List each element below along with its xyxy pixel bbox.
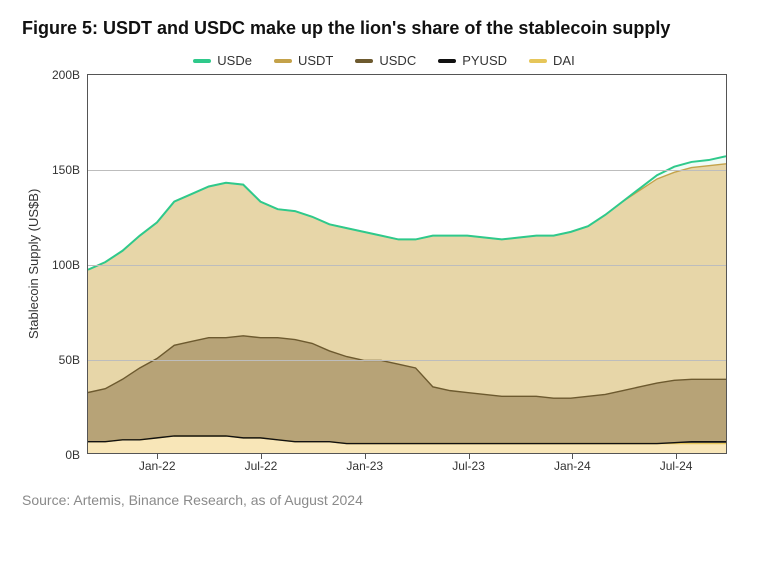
- legend-item-dai: DAI: [529, 53, 575, 68]
- legend-swatch: [355, 59, 373, 63]
- legend-label: USDT: [298, 53, 333, 68]
- legend-label: PYUSD: [462, 53, 507, 68]
- x-tick-label: Jul-24: [660, 453, 693, 473]
- figure-title: Figure 5: USDT and USDC make up the lion…: [22, 18, 746, 39]
- y-tick-label: 100B: [52, 258, 88, 272]
- area-svg: [88, 75, 726, 453]
- x-tick-label: Jul-22: [245, 453, 278, 473]
- legend-label: USDC: [379, 53, 416, 68]
- legend-swatch: [438, 59, 456, 63]
- x-tick-label: Jul-23: [452, 453, 485, 473]
- legend-label: DAI: [553, 53, 575, 68]
- gridline: [88, 265, 726, 266]
- legend-swatch: [193, 59, 211, 63]
- legend-label: USDe: [217, 53, 252, 68]
- legend-swatch: [274, 59, 292, 63]
- y-tick-label: 150B: [52, 163, 88, 177]
- x-tick-label: Jan-24: [554, 453, 591, 473]
- y-tick-label: 0B: [65, 448, 88, 462]
- x-tick-label: Jan-23: [346, 453, 383, 473]
- plot-box: 0B50B100B150B200BJan-22Jul-22Jan-23Jul-2…: [87, 74, 727, 454]
- y-axis-label: Stablecoin Supply (US$B): [22, 74, 41, 454]
- chart-area: Stablecoin Supply (US$B) 0B50B100B150B20…: [22, 74, 746, 454]
- y-tick-label: 200B: [52, 68, 88, 82]
- gridline: [88, 360, 726, 361]
- x-tick-label: Jan-22: [139, 453, 176, 473]
- legend-swatch: [529, 59, 547, 63]
- chart-legend: USDe USDT USDC PYUSD DAI: [22, 53, 746, 68]
- figure-container: Figure 5: USDT and USDC make up the lion…: [0, 0, 768, 518]
- gridline: [88, 170, 726, 171]
- source-caption: Source: Artemis, Binance Research, as of…: [22, 492, 746, 508]
- legend-item-usde: USDe: [193, 53, 252, 68]
- legend-item-usdt: USDT: [274, 53, 333, 68]
- legend-item-pyusd: PYUSD: [438, 53, 507, 68]
- legend-item-usdc: USDC: [355, 53, 416, 68]
- y-tick-label: 50B: [59, 353, 88, 367]
